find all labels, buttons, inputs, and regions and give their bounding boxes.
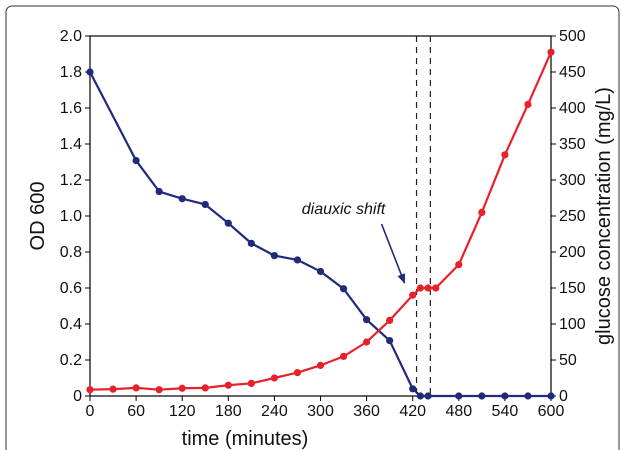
data-point (178, 384, 186, 392)
y-left-tick-label: 0.4 (60, 316, 82, 333)
data-point (316, 267, 325, 276)
y-left-tick-label: 0 (73, 388, 82, 405)
data-point (293, 369, 302, 377)
data-point (339, 285, 348, 293)
data-point (416, 284, 424, 292)
x-tick-label: 420 (399, 403, 426, 420)
x-tick-label: 540 (492, 403, 519, 420)
y-right-tick-label: 100 (559, 316, 586, 333)
x-tick-label: 360 (353, 403, 380, 420)
y-right-tick-label: 500 (559, 28, 586, 45)
data-point (363, 316, 371, 324)
annotation-arrow (380, 223, 406, 284)
data-point (455, 261, 463, 269)
series-1 (86, 68, 555, 400)
data-point (109, 385, 117, 393)
y-right-tick-label: 0 (559, 388, 568, 405)
y-left-tick-label: 0.2 (60, 352, 82, 369)
data-point (247, 379, 255, 387)
x-tick-label: 120 (169, 403, 196, 420)
data-point (386, 316, 394, 324)
y-left-tick-label: 0.8 (60, 244, 82, 261)
x-tick-label: 600 (538, 403, 565, 420)
data-point (247, 239, 255, 247)
annotation-text: diauxic shift (302, 201, 386, 218)
data-point (478, 208, 486, 216)
x-tick-label: 0 (86, 403, 95, 420)
y-right-tick-label: 250 (559, 208, 586, 225)
y-right-tick-label: 400 (559, 100, 586, 117)
data-point (416, 392, 424, 400)
data-point (270, 252, 278, 260)
figure-frame (5, 5, 620, 450)
y-right-tick-label: 200 (559, 244, 586, 261)
data-point (155, 187, 163, 196)
data-point (455, 392, 463, 400)
data-point (270, 374, 278, 382)
series-2 (86, 48, 555, 394)
data-point (339, 352, 348, 360)
data-point (293, 256, 302, 264)
x-tick-label: 240 (261, 403, 288, 420)
y-left-tick-label: 1.2 (60, 172, 82, 189)
y-right-tick-label: 150 (559, 280, 586, 297)
series-line (89, 71, 551, 398)
y-left-tick-label: 0.6 (60, 280, 82, 297)
data-point (409, 385, 417, 393)
y-right-tick-label: 350 (559, 136, 586, 153)
series-layer (86, 48, 555, 400)
y-left-tick-label: 1.0 (60, 208, 82, 225)
y-left-tick-label: 1.8 (60, 64, 82, 81)
data-point (501, 151, 509, 159)
data-point (86, 386, 94, 394)
y-right-tick-label: 450 (559, 64, 586, 81)
annotation-layer: diauxic shift (302, 201, 406, 284)
y-right-axis-title: glucose concentration (mg/L) (593, 87, 615, 345)
data-point (132, 384, 140, 392)
data-point (224, 219, 232, 227)
x-tick-label: 480 (445, 403, 472, 420)
data-point (178, 195, 186, 203)
data-point (432, 284, 440, 292)
y-left-tick-label: 1.4 (60, 136, 82, 153)
data-point (501, 392, 509, 400)
data-point (547, 48, 555, 56)
y-left-tick-label: 2.0 (60, 28, 82, 45)
data-point (424, 392, 432, 400)
y-left-tick-label: 1.6 (60, 100, 82, 117)
data-point (86, 68, 94, 76)
reference-lines (415, 36, 431, 396)
y-right-tick-label: 50 (559, 352, 577, 369)
data-point (424, 284, 432, 292)
x-axis-title: time (minutes) (182, 428, 309, 450)
data-point (409, 291, 417, 299)
data-point (524, 100, 532, 108)
axes: 0 60 120 180 240 300 360 420 480 540 60000.20.40.6… (60, 28, 586, 420)
data-point (363, 338, 371, 346)
data-point (155, 386, 163, 394)
data-point (386, 336, 394, 345)
y-left-axis-title: OD 600 (27, 182, 49, 251)
data-point (478, 392, 486, 400)
data-point (132, 156, 140, 165)
series-line (89, 51, 553, 391)
data-point (316, 361, 325, 369)
data-point (547, 392, 555, 400)
data-point (201, 384, 209, 392)
x-tick-label: 300 (307, 403, 334, 420)
data-point (224, 381, 232, 389)
x-tick-label: 60 (127, 403, 145, 420)
y-right-tick-label: 300 (559, 172, 586, 189)
data-point (524, 392, 532, 400)
data-point (201, 200, 209, 209)
x-tick-label: 180 (215, 403, 242, 420)
